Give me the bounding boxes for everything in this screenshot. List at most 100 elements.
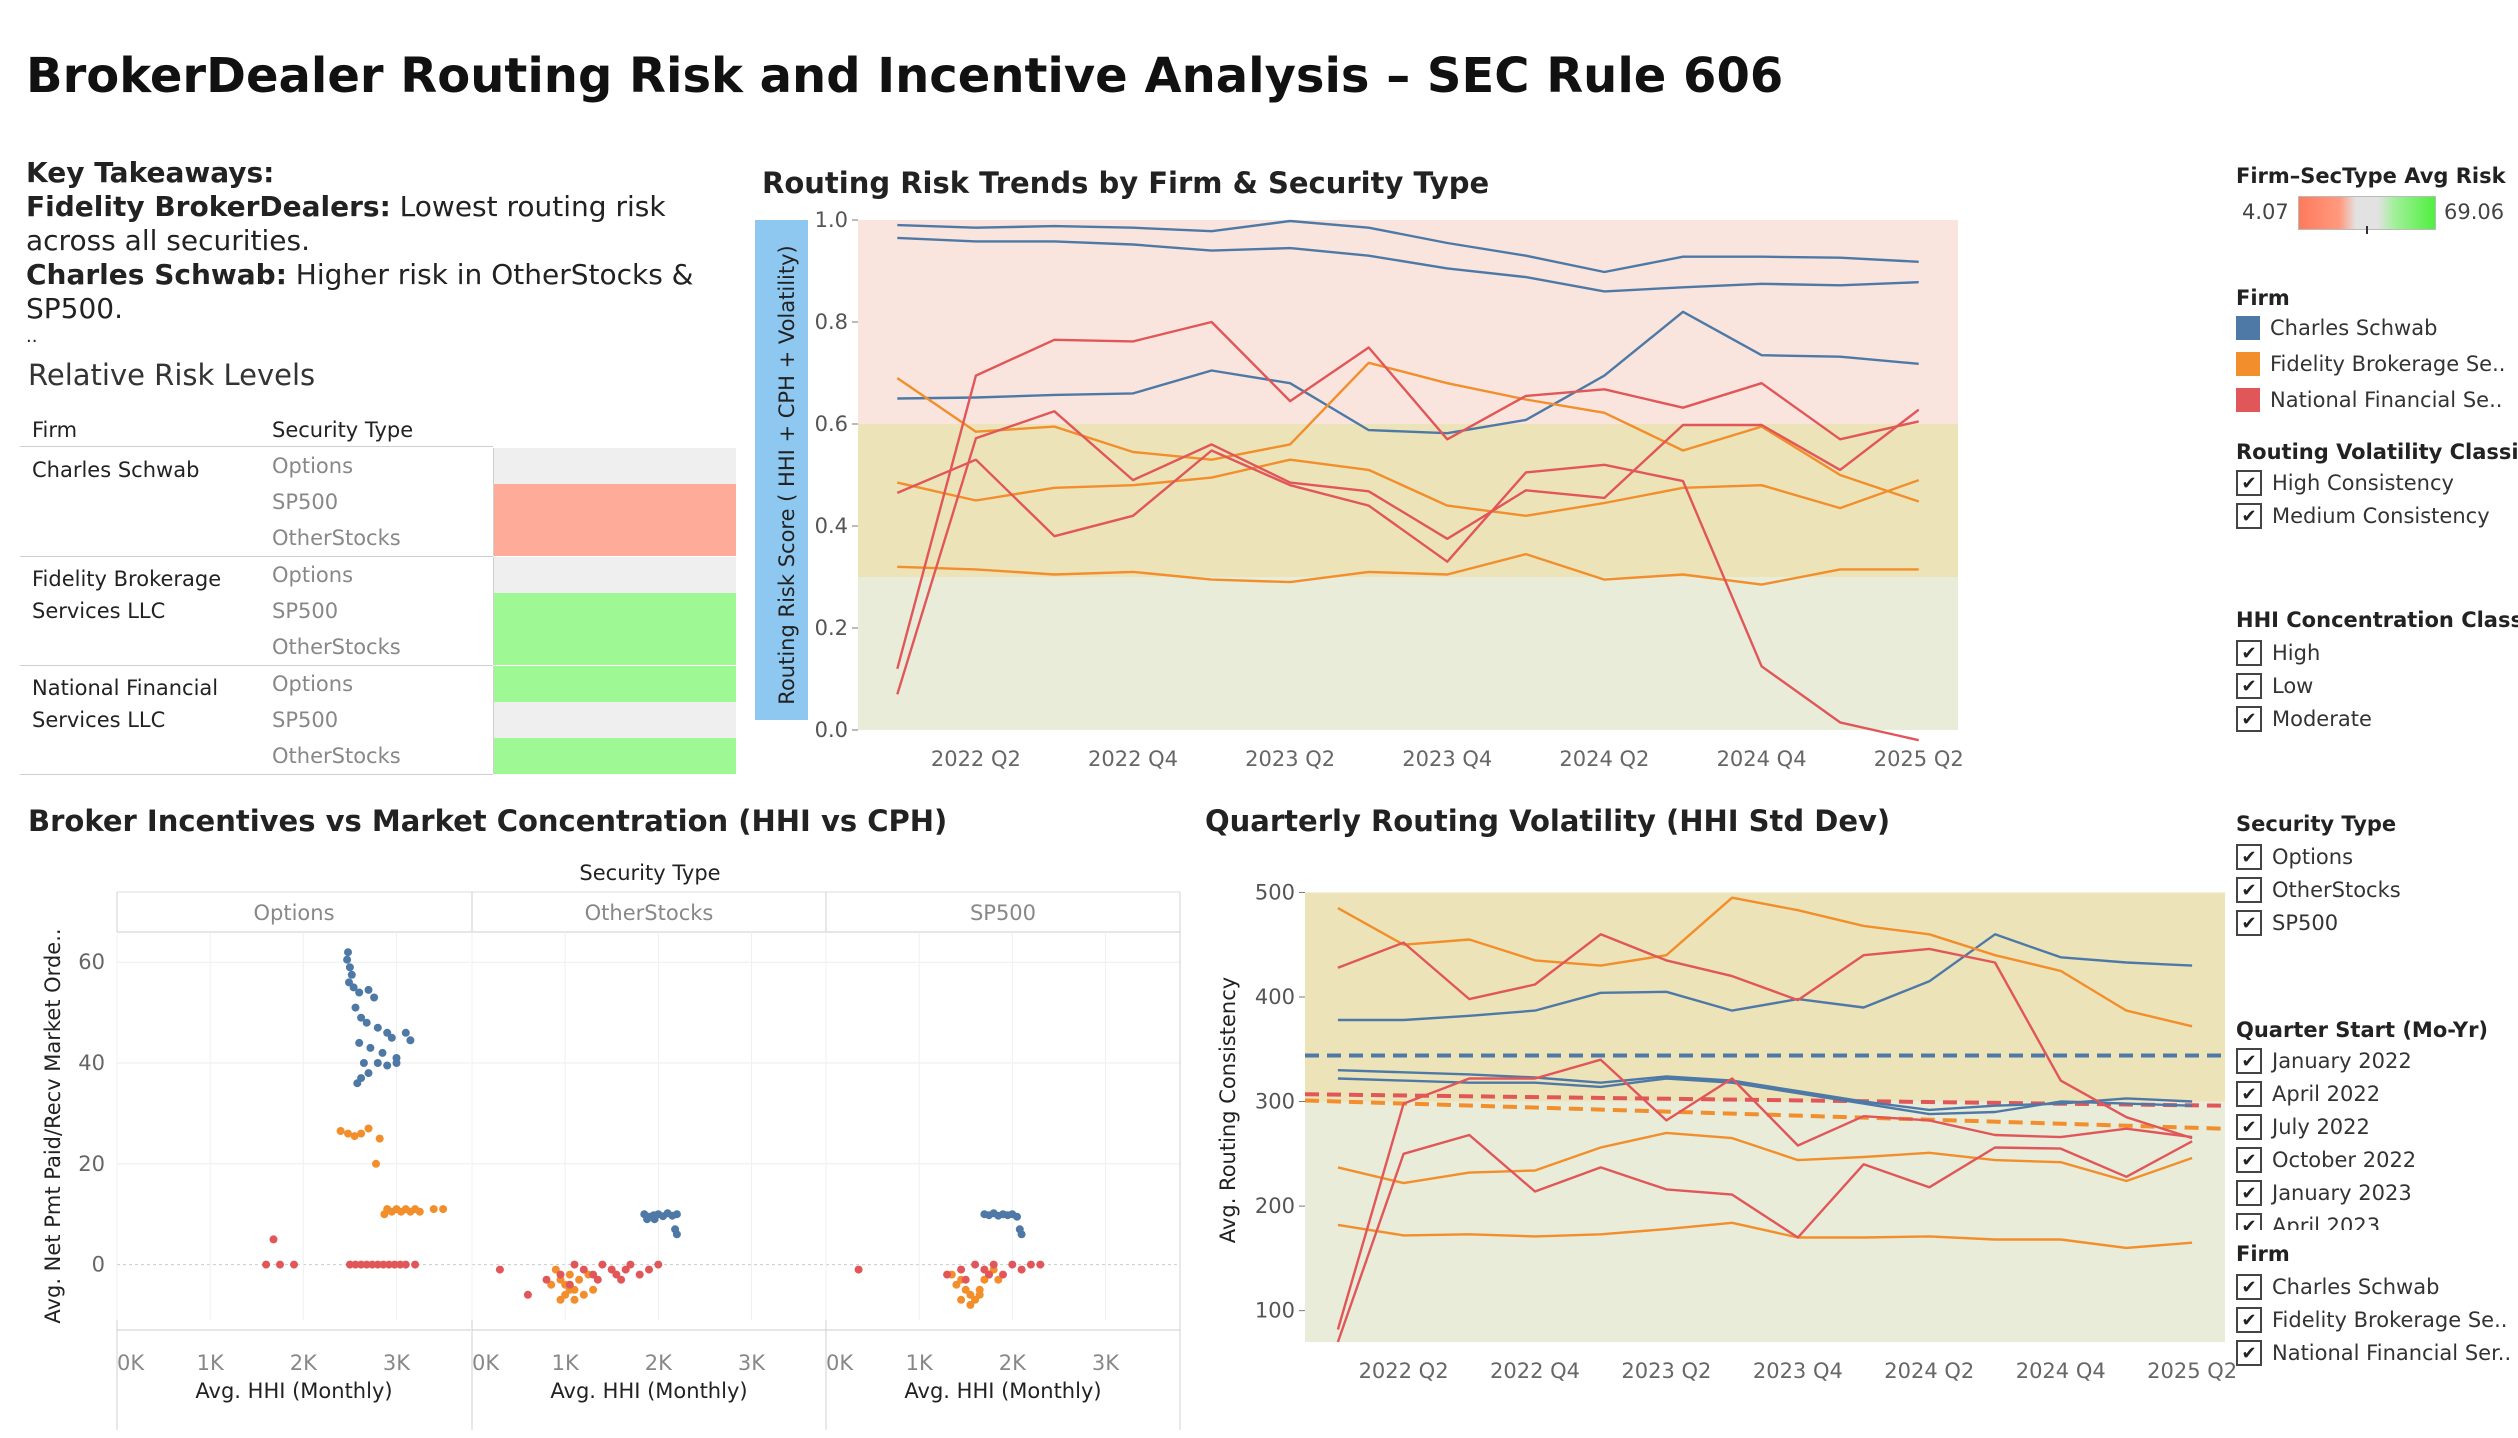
x-tick-label: 2024 Q4: [1717, 747, 1807, 771]
checkbox[interactable]: ✔: [2236, 1048, 2262, 1074]
volatility-filter-option[interactable]: ✔ Medium Consistency: [2236, 503, 2490, 529]
y-tick-label: 60: [78, 950, 105, 974]
risk-level-cell: [494, 666, 736, 702]
scatter-point: [556, 1295, 565, 1304]
scatter-point: [589, 1285, 598, 1294]
checkbox[interactable]: ✔: [2236, 1340, 2262, 1366]
firm-filter-option[interactable]: ✔ Fidelity Brokerage Se..: [2236, 1307, 2507, 1333]
firm-filter-option[interactable]: ✔ Charles Schwab: [2236, 1274, 2439, 1300]
facet-label: Options: [253, 901, 334, 925]
firm-filter-option[interactable]: ✔ National Financial Ser..: [2236, 1340, 2511, 1366]
takeaway-text: Higher risk in OtherStocks & SP500.: [26, 258, 694, 325]
checkbox[interactable]: ✔: [2236, 503, 2262, 529]
hhi-filter-option[interactable]: ✔ High: [2236, 640, 2320, 666]
checkbox[interactable]: ✔: [2236, 706, 2262, 732]
security-filter-title: Security Type: [2236, 812, 2397, 836]
checkbox[interactable]: ✔: [2236, 1081, 2262, 1107]
scatter-point: [439, 1205, 448, 1214]
scatter-point: [364, 1124, 373, 1133]
hhi-filter-option[interactable]: ✔ Moderate: [2236, 706, 2372, 732]
scatter-point: [350, 1132, 359, 1141]
checkbox[interactable]: ✔: [2236, 910, 2262, 936]
scatter-point: [645, 1265, 653, 1274]
series-line: [897, 552, 1919, 586]
scatter-point: [347, 970, 356, 979]
security-filter-option[interactable]: ✔ OtherStocks: [2236, 877, 2401, 903]
scatter-point: [565, 1280, 574, 1289]
filter-option-label: April 2022: [2272, 1082, 2381, 1106]
quarter-filter-option[interactable]: ✔ April 2023: [2236, 1213, 2380, 1230]
quarter-filter-list[interactable]: ✔ January 2022 ✔ April 2022 ✔ July 2022 ✔ Oc…: [2236, 1048, 2518, 1230]
x-tick-label: 2K: [999, 1351, 1027, 1375]
series-line: [1337, 1131, 2193, 1185]
risk-table-header-rule: [20, 446, 493, 447]
scatter-point: [375, 1134, 384, 1143]
risk-level-cell: [494, 702, 736, 738]
quarter-filter-option[interactable]: ✔ July 2022: [2236, 1114, 2370, 1140]
scatter-point: [343, 955, 352, 964]
firm-legend-item[interactable]: Fidelity Brokerage Se..: [2236, 352, 2505, 376]
scatter-point: [672, 1210, 681, 1219]
series-line: [1336, 1058, 2193, 1330]
scatter-point: [523, 1290, 532, 1299]
firm-legend-label: Charles Schwab: [2270, 316, 2438, 340]
filter-option-label: Fidelity Brokerage Se..: [2272, 1308, 2508, 1332]
page-title: BrokerDealer Routing Risk and Incentive …: [26, 48, 1784, 104]
scatter-point: [943, 1270, 952, 1279]
scatter-point: [373, 1059, 382, 1067]
quarter-filter-option[interactable]: ✔ April 2022: [2236, 1081, 2380, 1107]
x-axis-title: Avg. HHI (Monthly): [195, 1379, 392, 1403]
filter-option-label: Moderate: [2272, 707, 2372, 731]
quarter-filter-option[interactable]: ✔ January 2023: [2236, 1180, 2412, 1206]
risk-table-security: Options: [272, 563, 354, 587]
checkbox[interactable]: ✔: [2236, 877, 2262, 903]
volatility-filter-option[interactable]: ✔ High Consistency: [2236, 470, 2454, 496]
scatter-point: [387, 1033, 396, 1042]
scatter-point: [344, 1129, 352, 1138]
checkbox[interactable]: ✔: [2236, 1114, 2262, 1140]
risk-level-cell: [494, 629, 736, 665]
quarter-filter-option[interactable]: ✔ January 2022: [2236, 1048, 2412, 1074]
firm-legend-item[interactable]: National Financial Se..: [2236, 388, 2502, 412]
quarter-filter-option[interactable]: ✔ October 2022: [2236, 1147, 2416, 1173]
x-tick-label: 2022 Q4: [1490, 1359, 1580, 1383]
filter-option-label: October 2022: [2272, 1148, 2417, 1172]
scatter-point: [378, 1048, 387, 1057]
scatter-point: [349, 983, 358, 992]
hhi-filter-option[interactable]: ✔ Low: [2236, 673, 2313, 699]
firm-legend-label: Fidelity Brokerage Se..: [2270, 352, 2506, 376]
scatter-point: [415, 1207, 424, 1216]
scatter-point: [989, 1260, 998, 1269]
series-line: [1337, 933, 2193, 1022]
security-filter-option[interactable]: ✔ SP500: [2236, 910, 2338, 936]
y-tick-label: 0.8: [815, 310, 848, 334]
scatter-point: [370, 993, 379, 1002]
checkbox[interactable]: ✔: [2236, 470, 2262, 496]
takeaways-more: ..: [26, 326, 38, 347]
checkbox[interactable]: ✔: [2236, 1180, 2262, 1206]
checkbox[interactable]: ✔: [2236, 640, 2262, 666]
filter-option-label: OtherStocks: [2272, 878, 2401, 902]
risk-table-security: Options: [272, 672, 354, 696]
y-tick-label: 500: [1255, 880, 1295, 904]
checkbox[interactable]: ✔: [2236, 673, 2262, 699]
x-tick-label: 2024 Q2: [1884, 1359, 1974, 1383]
security-filter-option[interactable]: ✔ Options: [2236, 844, 2353, 870]
filter-option-label: July 2022: [2272, 1115, 2370, 1139]
scatter-point: [598, 1260, 607, 1269]
firm-legend-item[interactable]: Charles Schwab: [2236, 316, 2437, 340]
x-tick-label: 0K: [117, 1351, 145, 1375]
scatter-point: [357, 1260, 366, 1269]
risk-table-rule: [20, 774, 493, 775]
checkbox[interactable]: ✔: [2236, 1213, 2262, 1230]
scatter-point: [556, 1270, 565, 1279]
filter-option-label: January 2023: [2272, 1181, 2412, 1205]
x-tick-label: 2K: [645, 1351, 673, 1375]
checkbox[interactable]: ✔: [2236, 1307, 2262, 1333]
checkbox[interactable]: ✔: [2236, 844, 2262, 870]
scatter-point: [975, 1290, 984, 1299]
checkbox[interactable]: ✔: [2236, 1274, 2262, 1300]
series-line: [896, 320, 1919, 670]
takeaways-heading: Key Takeaways:: [26, 156, 275, 189]
checkbox[interactable]: ✔: [2236, 1147, 2262, 1173]
